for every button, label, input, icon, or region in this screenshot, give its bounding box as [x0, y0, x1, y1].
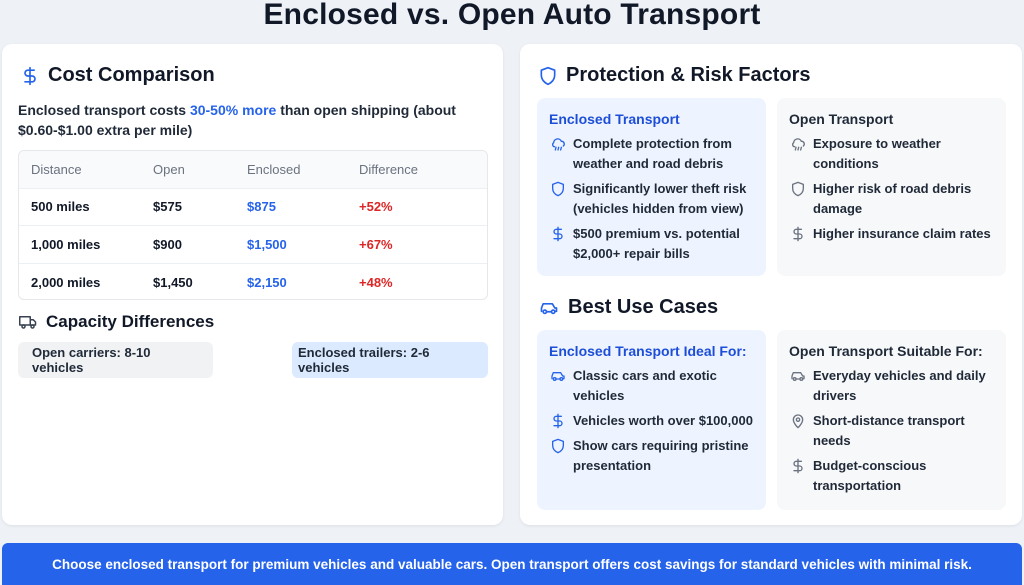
cell-open: $1,450 — [153, 274, 193, 290]
shield-icon — [549, 436, 567, 456]
page-title: Enclosed vs. Open Auto Transport — [263, 0, 761, 31]
list-item: Show cars requiring pristine presentatio… — [549, 436, 754, 476]
capacity-heading: Capacity Differences — [18, 312, 214, 332]
table-header-row: Distance Open Enclosed Difference — [19, 151, 487, 189]
header-difference: Difference — [359, 161, 419, 177]
item-text: Show cars requiring pristine presentatio… — [573, 438, 749, 473]
header-distance: Distance — [31, 161, 82, 177]
open-use-box: Open Transport Suitable For: Everyday ve… — [777, 330, 1006, 510]
car-icon — [549, 366, 567, 386]
cell-difference: +52% — [359, 199, 393, 215]
item-text: Everyday vehicles and daily drivers — [813, 368, 986, 403]
enclosed-protection-title: Enclosed Transport — [549, 111, 680, 127]
dollar-icon — [789, 224, 807, 244]
item-text: Significantly lower theft risk (vehicles… — [573, 181, 747, 216]
list-item: Classic cars and exotic vehicles — [549, 366, 754, 406]
cloud-rain-icon — [789, 134, 807, 154]
cell-enclosed: $875 — [247, 199, 276, 215]
enclosed-use-title: Enclosed Transport Ideal For: — [549, 343, 747, 359]
table-row: 1,000 miles $900 $1,500 +67% — [19, 226, 487, 264]
protection-heading-text: Protection & Risk Factors — [566, 64, 811, 86]
open-protection-box: Open Transport Exposure to weather condi… — [777, 98, 1006, 276]
cell-open: $575 — [153, 199, 182, 215]
cost-heading-text: Cost Comparison — [48, 64, 215, 86]
cost-intro: Enclosed transport costs 30-50% more tha… — [18, 100, 488, 140]
list-item: Higher insurance claim rates — [789, 224, 994, 244]
list-item: Everyday vehicles and daily drivers — [789, 366, 994, 406]
list-item: Budget-conscious transportation — [789, 456, 994, 496]
cell-enclosed: $1,500 — [247, 236, 287, 252]
dollar-icon — [20, 65, 40, 87]
cell-enclosed: $2,150 — [247, 274, 287, 290]
cost-heading: Cost Comparison — [20, 64, 215, 87]
list-item: Vehicles worth over $100,000 — [549, 411, 754, 431]
table-row: 500 miles $575 $875 +52% — [19, 189, 487, 226]
header-open: Open — [153, 161, 185, 177]
capacity-open: Open carriers: 8-10 vehicles — [18, 342, 213, 378]
shield-icon — [549, 179, 567, 199]
table-row: 2,000 miles $1,450 $2,150 +48% — [19, 264, 487, 300]
list-item: $500 premium vs. potential $2,000+ repai… — [549, 224, 754, 264]
cell-difference: +67% — [359, 236, 393, 252]
item-text: Budget-conscious transportation — [813, 458, 927, 493]
list-item: Significantly lower theft risk (vehicles… — [549, 179, 754, 219]
cell-open: $900 — [153, 236, 182, 252]
intro-post: than open shipping (about $0.60-$1.00 ex… — [18, 102, 456, 138]
protection-heading: Protection & Risk Factors — [538, 64, 811, 87]
item-text: Complete protection from weather and roa… — [573, 136, 732, 171]
car-icon — [538, 298, 560, 318]
item-text: Short-distance transport needs — [813, 413, 965, 448]
item-text: Higher insurance claim rates — [813, 226, 991, 241]
item-text: Exposure to weather conditions — [813, 136, 941, 171]
capacity-enclosed: Enclosed trailers: 2-6 vehicles — [292, 342, 488, 378]
open-protection-title: Open Transport — [789, 111, 894, 127]
map-pin-icon — [789, 411, 807, 431]
cell-difference: +48% — [359, 274, 393, 290]
header-enclosed: Enclosed — [247, 161, 301, 177]
cost-card: Cost Comparison Enclosed transport costs… — [2, 44, 503, 525]
use-cases-heading-text: Best Use Cases — [568, 296, 719, 318]
truck-icon — [18, 313, 38, 331]
car-icon — [789, 366, 807, 386]
summary-banner: Choose enclosed transport for premium ve… — [2, 543, 1022, 585]
open-use-title: Open Transport Suitable For: — [789, 343, 983, 359]
protection-card: Protection & Risk Factors Enclosed Trans… — [520, 44, 1022, 525]
enclosed-use-box: Enclosed Transport Ideal For: Classic ca… — [537, 330, 766, 510]
cost-table: Distance Open Enclosed Difference 500 mi… — [18, 150, 488, 300]
cloud-rain-icon — [549, 134, 567, 154]
item-text: Classic cars and exotic vehicles — [573, 368, 717, 403]
shield-icon — [538, 65, 558, 87]
intro-pre: Enclosed transport costs — [18, 102, 190, 118]
list-item: Higher risk of road debris damage — [789, 179, 994, 219]
dollar-icon — [549, 224, 567, 244]
dollar-icon — [789, 456, 807, 476]
cell-distance: 500 miles — [31, 199, 90, 215]
list-item: Complete protection from weather and roa… — [549, 134, 754, 174]
intro-highlight: 30-50% more — [189, 102, 277, 118]
list-item: Exposure to weather conditions — [789, 134, 994, 174]
dollar-icon — [549, 411, 567, 431]
use-cases-heading: Best Use Cases — [538, 296, 718, 319]
shield-icon — [789, 179, 807, 199]
cell-distance: 1,000 miles — [31, 236, 101, 252]
cell-distance: 2,000 miles — [31, 274, 101, 290]
item-text: Higher risk of road debris damage — [813, 181, 972, 216]
capacity-heading-text: Capacity Differences — [46, 312, 215, 331]
enclosed-protection-box: Enclosed Transport Complete protection f… — [537, 98, 766, 276]
item-text: Vehicles worth over $100,000 — [573, 413, 753, 428]
list-item: Short-distance transport needs — [789, 411, 994, 451]
item-text: $500 premium vs. potential $2,000+ repai… — [573, 226, 740, 261]
